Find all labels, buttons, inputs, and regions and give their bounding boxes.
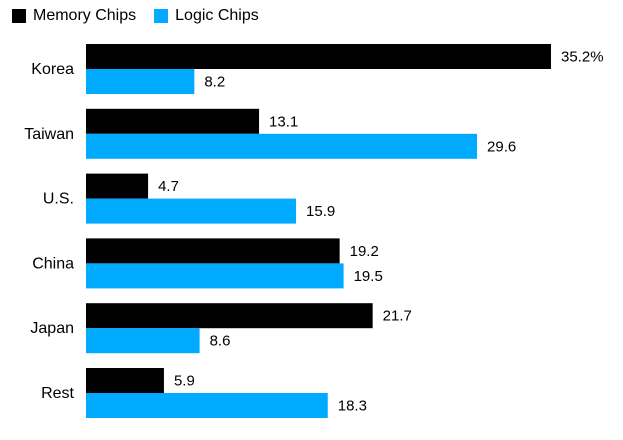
category-label-korea: Korea — [31, 61, 74, 78]
data-label-logic-chips-taiwan: 29.6 — [487, 138, 516, 155]
data-label-logic-chips-u-s: 15.9 — [306, 203, 335, 220]
bar-memory-chips-china — [86, 238, 340, 264]
data-label-memory-chips-japan: 21.7 — [383, 308, 412, 325]
bar-memory-chips-korea — [86, 44, 551, 69]
category-label-rest: Rest — [41, 385, 74, 402]
bar-memory-chips-japan — [86, 303, 373, 329]
data-label-memory-chips-korea: 35.2% — [561, 49, 604, 66]
data-label-logic-chips-japan: 8.6 — [210, 333, 231, 350]
chart-legend: Memory Chips Logic Chips — [12, 6, 277, 26]
category-label-china: China — [32, 255, 74, 272]
legend-item-logic-chips: Logic Chips — [154, 7, 259, 25]
bar-logic-chips-taiwan — [86, 133, 478, 159]
category-label-japan: Japan — [30, 320, 74, 337]
data-label-memory-chips-china: 19.2 — [350, 243, 379, 260]
data-label-memory-chips-u-s: 4.7 — [158, 178, 179, 195]
bar-memory-chips-u-s — [86, 173, 149, 199]
bar-logic-chips-rest — [86, 393, 328, 418]
legend-label-memory-chips: Memory Chips — [33, 7, 137, 24]
data-label-memory-chips-taiwan: 13.1 — [269, 113, 298, 130]
data-label-logic-chips-china: 19.5 — [354, 268, 383, 285]
data-label-logic-chips-korea: 8.2 — [204, 74, 225, 91]
bar-logic-chips-u-s — [86, 198, 297, 224]
bar-logic-chips-korea — [86, 69, 195, 94]
bar-memory-chips-rest — [86, 368, 164, 393]
bar-logic-chips-japan — [86, 328, 200, 354]
category-label-u-s: U.S. — [43, 191, 74, 208]
legend-swatch-memory-chips — [12, 9, 26, 23]
legend-label-logic-chips: Logic Chips — [175, 7, 259, 24]
bar-logic-chips-china — [86, 263, 344, 289]
bar-memory-chips-taiwan — [86, 108, 260, 134]
category-label-taiwan: Taiwan — [24, 126, 74, 143]
data-label-logic-chips-rest: 18.3 — [338, 398, 367, 415]
data-label-memory-chips-rest: 5.9 — [174, 373, 195, 390]
legend-swatch-logic-chips — [154, 9, 169, 23]
legend-item-memory-chips: Memory Chips — [12, 7, 136, 25]
